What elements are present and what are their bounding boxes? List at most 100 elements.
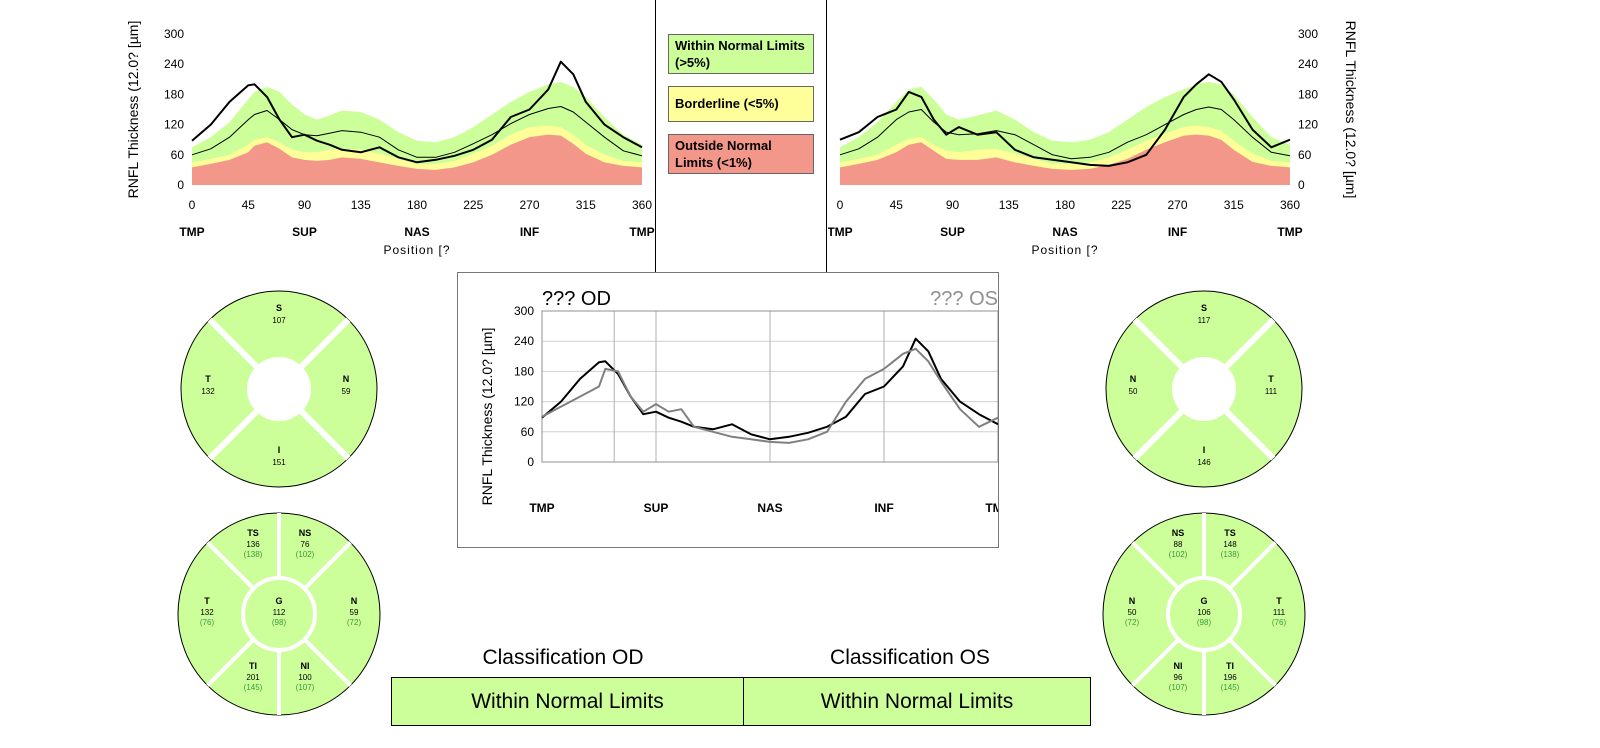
quadrant-value-i: 151 [272,458,286,467]
legend-outside-normal-label: Outside Normal Limits (<1%) [675,138,772,170]
y-tick-label: 240 [514,334,534,348]
x-tick-label: 360 [632,198,652,212]
comparison-panel [457,272,999,548]
y-tick-label: 0 [1298,178,1305,192]
x-tick-label: 45 [890,198,904,212]
sector-label-ni: NI [1174,661,1183,671]
quadrant-label-t: T [1268,374,1274,384]
quadrant-value-s: 107 [272,316,286,325]
y-axis-label: RNFL Thickness (12.0? [µm] [479,328,495,506]
series-line-1 [839,106,1291,160]
sector-divider [301,541,352,592]
sector-label-g: G [275,596,282,606]
sector-label-ns: NS [1172,528,1185,538]
sector-label-ni: NI [301,661,310,671]
sector-label-sup: SUP [644,501,669,515]
series-line-1 [541,347,998,444]
sector-normal-ns: (102) [1169,550,1188,559]
sector-ring [1166,576,1242,652]
sector-label-ts: TS [1224,528,1236,538]
y-tick-label: 0 [527,455,534,469]
classification-os-title: Classification OS [830,646,990,669]
band-outside-normal [192,134,642,185]
sector-value-t: 132 [200,608,214,617]
series-line-1 [191,106,643,158]
sector-label-tmp: TMP [985,501,998,515]
os-tsnit-chart: 0 60 120 180 240 300 0 45 90 135 180 225 270 315 360 TM… [828,21,1359,257]
y-tick-label: 180 [1298,87,1318,101]
y-tick-label: 300 [514,304,534,318]
y-tick-label: 60 [1298,148,1312,162]
quadrant-label-i: I [278,445,281,455]
y-tick-label: 120 [514,395,534,409]
classification-od-title: Classification OD [482,646,644,669]
legend-within-normal-label: Within Normal Limits (>5%) [675,38,805,70]
sector-divider [1131,636,1182,687]
y-tick-label: 60 [171,148,185,162]
sector-label-n: N [1129,596,1136,606]
y-tick-label: 300 [1298,27,1318,41]
x-tick-label: 180 [1055,198,1075,212]
quadrant-divider [207,317,259,369]
legend-borderline: Borderline (<5%) [668,86,814,122]
sector-normal-ni: (107) [296,683,315,692]
sector-value-g: 106 [1197,608,1211,617]
x-tick-label: 225 [1111,198,1131,212]
x-tick-label: 45 [242,198,256,212]
y-tick-label: 180 [514,364,534,378]
quadrant-value-t: 132 [201,387,215,396]
sector-normal-g: (98) [1197,618,1212,627]
quadrant-label-n: N [1130,374,1137,384]
y-tick-label: 60 [521,425,535,439]
legend-borderline-label: Borderline (<5%) [675,96,779,111]
quadrant-value-t: 111 [1265,387,1278,396]
sector-label-inf: INF [1168,225,1187,239]
quadrant-value-s: 117 [1198,316,1211,325]
legend-within-normal: Within Normal Limits (>5%) [668,34,814,74]
od-sector-circle: TS 136(138) NS 76(102) N 59(72) NI 100(107) TI 20… [177,512,381,716]
x-tick-label: 270 [519,198,539,212]
classification-od-value: Within Normal Limits [471,689,664,713]
legend-outside-normal: Outside Normal Limits (<1%) [668,134,814,174]
quadrant-divider [299,409,351,461]
x-axis-label: Position [? [383,243,450,257]
sector-value-t: 111 [1273,608,1286,617]
sector-normal-ti: (145) [1221,683,1240,692]
sector-divider [301,636,352,687]
sector-value-ns: 88 [1174,540,1183,549]
quadrant-divider [207,409,259,461]
os-sector-circle: NS 88(102) TS 148(138) T 111(76) TI 196(145) NI 9… [1102,512,1306,716]
sector-normal-n: (72) [347,618,362,627]
quadrant-value-n: 50 [1129,387,1138,396]
y-tick-label: 120 [164,118,184,132]
sector-divider [1226,541,1277,592]
x-tick-label: 180 [407,198,427,212]
sector-label-t: T [204,596,210,606]
series-line-0 [191,60,643,164]
sector-label-n: N [351,596,358,606]
sector-normal-n: (72) [1125,618,1140,627]
sector-value-ni: 100 [298,673,312,682]
quadrant-label-i: I [1203,445,1206,455]
sector-divider [1131,541,1182,592]
sector-label-g: G [1200,596,1207,606]
sector-normal-ni: (107) [1169,683,1188,692]
quadrant-label-s: S [276,303,282,313]
od-tsnit-chart: 0 60 120 180 240 300 0 45 90 135 180 225 270 315 360 TM… [125,21,655,257]
x-tick-label: 360 [1280,198,1300,212]
sector-divider [206,636,257,687]
sector-normal-t: (76) [200,618,215,627]
quadrant-value-n: 59 [342,387,351,396]
sector-label-tmp: TMP [629,225,654,239]
sector-label-nas: NAS [404,225,429,239]
sector-label-ti: TI [249,661,257,671]
quadrant-center [1172,357,1236,421]
chart-title-od: ??? OD [542,288,611,310]
sector-label-sup: SUP [940,225,965,239]
y-axis-label: RNFL Thickness (12.0? [µm] [1343,21,1359,199]
classification-os-box: Within Normal Limits [743,677,1091,726]
quadrant-divider [1224,409,1276,461]
sector-label-tmp: TMP [529,501,554,515]
x-tick-label: 90 [946,198,960,212]
series-line-0 [839,73,1291,167]
